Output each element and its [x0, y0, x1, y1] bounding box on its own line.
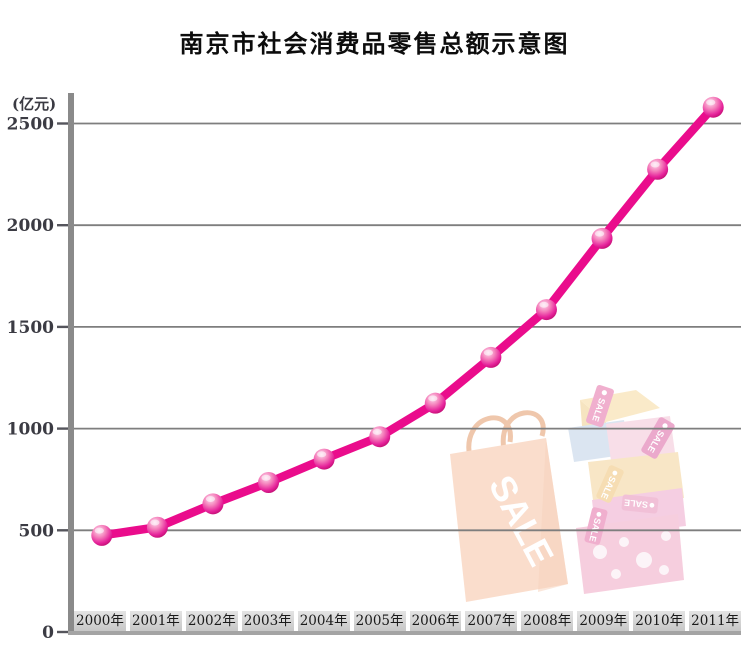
x-axis-label-cell: 2011年 — [689, 611, 742, 631]
sale-tag-icon: SALE — [596, 465, 624, 503]
x-axis-label-cell: 2003年 — [241, 611, 294, 631]
data-point-marker — [591, 227, 613, 249]
data-point-marker — [424, 392, 446, 414]
svg-text:SALE: SALE — [624, 497, 649, 509]
marker-highlight — [205, 496, 216, 503]
gift-box-patterned — [576, 514, 684, 594]
data-point-marker — [702, 96, 724, 118]
bag-shadow — [538, 438, 568, 592]
y-tick-label: 1000 — [7, 420, 54, 440]
marker-highlight — [650, 161, 660, 168]
data-series-group — [91, 96, 724, 546]
x-axis-label-cell: 2001年 — [129, 611, 182, 631]
bag-handle-icon — [466, 415, 513, 459]
x-axis-baseline — [68, 631, 741, 635]
sale-tag-icon: SALE — [584, 507, 608, 545]
y-tick-label: 500 — [19, 521, 55, 541]
marker-highlight — [706, 99, 716, 106]
y-tick-label: 1500 — [7, 318, 54, 338]
x-axis-label-band: 2000年 2001年 2002年 2003年 2004年 2005年 2006年 2007年… — [74, 611, 742, 631]
data-point-marker — [146, 516, 168, 538]
y-tick-label: 2000 — [7, 216, 54, 236]
x-axis-label-cell: 2002年 — [185, 611, 238, 631]
chart-title: 南京市社会消费品零售总额示意图 — [179, 31, 570, 58]
marker-highlight — [94, 527, 104, 534]
data-point-marker — [480, 346, 502, 368]
marker-highlight — [539, 301, 549, 308]
marker-highlight — [150, 519, 160, 526]
sale-tag-icon: SALE — [621, 494, 659, 514]
x-axis-label-cell: 2006年 — [409, 611, 462, 631]
y-axis-unit-label: (亿元) — [12, 95, 57, 113]
y-tick-label: 0 — [42, 623, 54, 643]
gridlines-group — [71, 122, 741, 532]
shopping-bag-icon — [450, 438, 568, 602]
data-point-marker — [91, 524, 113, 546]
data-point-marker — [535, 299, 557, 321]
x-axis-label-cell: 2004年 — [297, 611, 350, 631]
x-axis-label-cell: 2007年 — [465, 611, 518, 631]
data-point-marker — [202, 493, 224, 515]
axis-group — [68, 93, 74, 635]
marker-highlight — [483, 349, 493, 356]
sale-tag-icon: SALE — [641, 417, 675, 459]
marker-highlight — [594, 230, 605, 237]
bag-handle-icon — [500, 410, 546, 451]
y-ticks-group: 0 500 1000 1500 2000 2500 — [7, 115, 68, 643]
x-axis-label-cell: 2000年 — [74, 611, 126, 631]
data-point-marker — [647, 158, 669, 180]
y-axis — [68, 93, 74, 635]
marker-highlight — [372, 428, 382, 435]
x-axis-label-cell: 2009年 — [577, 611, 630, 631]
data-line — [97, 102, 718, 540]
marker-highlight — [428, 395, 438, 402]
marker-highlight — [261, 474, 271, 481]
y-tick-label: 2500 — [7, 115, 54, 135]
data-point-marker — [258, 472, 280, 494]
data-point-marker — [313, 448, 335, 470]
marker-highlight — [317, 451, 327, 458]
x-axis-label-cell: 2005年 — [353, 611, 406, 631]
x-axis-label-cell: 2010年 — [633, 611, 686, 631]
x-axis-label-cell: 2008年 — [521, 611, 574, 631]
sale-tag-icon: SALE — [586, 384, 614, 428]
data-point-marker — [369, 426, 391, 448]
box-circle-pattern — [593, 531, 671, 579]
